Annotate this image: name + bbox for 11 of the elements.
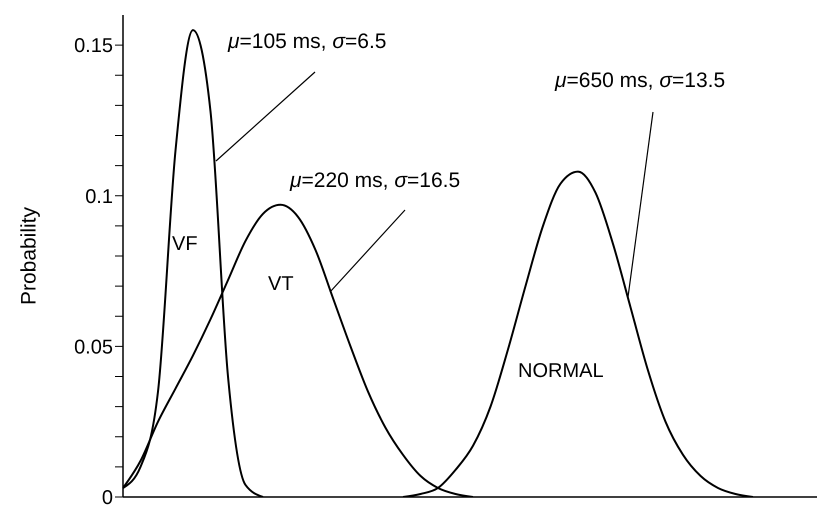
series-label: VF [172, 233, 198, 255]
y-tick-label: 0 [102, 487, 113, 506]
y-axis-title: Probability [17, 206, 40, 306]
y-tick-label: 0.1 [85, 186, 113, 208]
series-label: NORMAL [518, 360, 604, 382]
annotation: μ=650 ms, σ=13.5 [554, 69, 726, 92]
y-tick-label: 0.05 [74, 336, 113, 358]
y-tick-label: 0.15 [74, 35, 113, 58]
annotation: μ=220 ms, σ=16.5 [289, 169, 460, 192]
annotation: μ=105 ms, σ=6.5 [227, 30, 386, 53]
series-label: VT [268, 273, 294, 295]
